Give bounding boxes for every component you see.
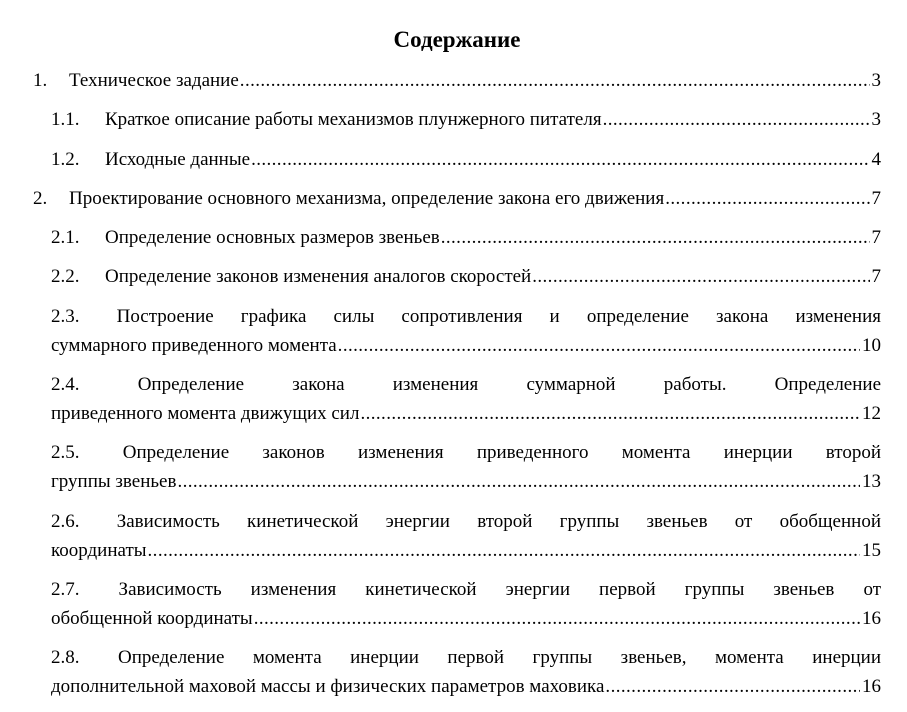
toc-entry-number: 2.4.	[51, 374, 80, 396]
toc-entry-line: 1.1. Краткое описание работы механизмов п…	[0, 105, 907, 134]
toc-entry-line: 2.4. Определение закона изменения суммар…	[0, 370, 907, 399]
toc-entry[interactable]: 2.3. Построение графика силы сопротивлен…	[0, 302, 907, 360]
toc-entry-page: 16	[862, 607, 881, 629]
toc-entry[interactable]: 1. Техническое задание 3	[0, 66, 907, 95]
toc-entry-number: 1.2.	[51, 148, 80, 170]
toc-entry[interactable]: 2.1. Определение основных размеров звенье…	[0, 223, 907, 252]
toc-entry-line: обобщенной координаты 16	[0, 604, 907, 633]
toc-entry-page: 7	[871, 227, 882, 249]
toc-entry-line: суммарного приведенного момента 10	[0, 331, 907, 360]
toc-entry-number: 1.1.	[51, 109, 80, 131]
toc-entry-title: Определение законов изменения приведенно…	[122, 442, 882, 464]
dot-leader	[338, 331, 860, 360]
toc-entry[interactable]: 2.7. Зависимость изменения кинетической …	[0, 575, 907, 633]
toc-entry-number: 2.	[33, 187, 48, 209]
dot-leader	[665, 184, 869, 213]
toc-entry-line: 2.7. Зависимость изменения кинетической …	[0, 575, 907, 604]
toc-entry-line: группы звеньев 13	[0, 467, 907, 496]
toc-entry-line: 1. Техническое задание 3	[0, 66, 907, 95]
toc-entry-page: 10	[862, 334, 881, 356]
toc-entry-page: 7	[871, 187, 882, 209]
toc-entry-title: Зависимость изменения кинетической энерг…	[118, 578, 882, 600]
toc-entry[interactable]: 2.6. Зависимость кинетической энергии вт…	[0, 507, 907, 565]
dot-leader	[441, 223, 870, 252]
toc-entry[interactable]: 2. Проектирование основного механизма, оп…	[0, 184, 907, 213]
toc-entry-title: Определение момента инерции первой групп…	[118, 647, 882, 669]
toc-entry[interactable]: 2.5. Определение законов изменения приве…	[0, 438, 907, 496]
toc-entry-number: 2.2.	[51, 266, 80, 288]
toc-entry-title: Исходные данные	[105, 148, 251, 170]
toc-entry-line: 2.8. Определение момента инерции первой …	[0, 643, 907, 672]
toc-entry-page: 12	[862, 403, 881, 425]
toc-entry-title: Определение законов изменения аналогов с…	[105, 266, 532, 288]
toc-entry-title: Определение основных размеров звеньев	[105, 227, 440, 249]
toc-heading: Содержание	[393, 27, 521, 52]
toc-entry-page: 4	[871, 148, 882, 170]
toc-entry[interactable]: 2.4. Определение закона изменения суммар…	[0, 370, 907, 428]
toc-entry-number: 2.7.	[51, 578, 80, 600]
toc-entry-title-continued: обобщенной координаты	[51, 607, 253, 629]
toc-entry-number: 2.8.	[51, 647, 80, 669]
toc-entry-title: Определение закона изменения суммарной р…	[137, 374, 882, 396]
toc-entry-line: 2.6. Зависимость кинетической энергии вт…	[0, 507, 907, 536]
toc-entry-title: Техническое задание	[69, 70, 239, 91]
toc-entry-number: 2.3.	[51, 305, 80, 327]
dot-leader	[240, 66, 870, 95]
toc-entry-page: 3	[871, 70, 882, 91]
toc-entry-title-continued: координаты	[51, 539, 147, 561]
toc-entry[interactable]: 1.2. Исходные данные 4	[0, 145, 907, 174]
toc-entry-title-continued: суммарного приведенного момента	[51, 334, 337, 356]
toc-entry-title: Проектирование основного механизма, опре…	[69, 187, 665, 209]
toc-entry-page: 15	[862, 539, 881, 561]
toc-entry[interactable]: 1.1. Краткое описание работы механизмов п…	[0, 105, 907, 134]
dot-leader	[251, 145, 869, 174]
toc-entry-page: 16	[862, 676, 881, 698]
dot-leader	[603, 105, 870, 134]
toc-entry-line: 2.2. Определение законов изменения аналог…	[0, 262, 907, 291]
toc-entry[interactable]: 2.2. Определение законов изменения аналог…	[0, 262, 907, 291]
toc-entry-page: 13	[862, 471, 881, 493]
toc-entry-line: 2. Проектирование основного механизма, оп…	[0, 184, 907, 213]
dot-leader	[148, 536, 860, 565]
dot-leader	[177, 467, 860, 496]
toc-entry-line: 1.2. Исходные данные 4	[0, 145, 907, 174]
toc-entry-line: 2.3. Построение графика силы сопротивлен…	[0, 302, 907, 331]
dot-leader	[360, 399, 860, 428]
toc-entry-line: 2.1. Определение основных размеров звенье…	[0, 223, 907, 252]
dot-leader	[532, 262, 869, 291]
toc-entry-page: 7	[871, 266, 882, 288]
toc-entry-line: приведенного момента движущих сил 12	[0, 399, 907, 428]
toc-entry-number: 2.5.	[51, 442, 80, 464]
toc-entry-title: Краткое описание работы механизмов плунж…	[105, 109, 602, 131]
toc-entry-title: Построение графика силы сопротивления и …	[116, 305, 881, 327]
toc-entry-title-continued: группы звеньев	[51, 471, 177, 493]
toc-entry-page: 3	[871, 109, 882, 131]
toc-entry-number: 1.	[33, 70, 48, 91]
toc-entry-line: дополнительной маховой массы и физически…	[0, 672, 907, 701]
toc-entry-number: 2.6.	[51, 510, 80, 532]
table-of-contents: 1. Техническое задание 3 1.1. Краткое описан…	[0, 66, 907, 712]
dot-leader	[254, 604, 860, 633]
toc-entry-line: координаты 15	[0, 536, 907, 565]
toc-entry-title: Зависимость кинетической энергии второй …	[116, 510, 881, 532]
toc-entry-title-continued: приведенного момента движущих сил	[51, 403, 360, 425]
toc-entry[interactable]: 2.8. Определение момента инерции первой …	[0, 643, 907, 701]
toc-entry-number: 2.1.	[51, 227, 80, 249]
dot-leader	[605, 672, 860, 701]
toc-entry-line: 2.5. Определение законов изменения приве…	[0, 438, 907, 467]
toc-entry-title-continued: дополнительной маховой массы и физически…	[51, 676, 605, 698]
